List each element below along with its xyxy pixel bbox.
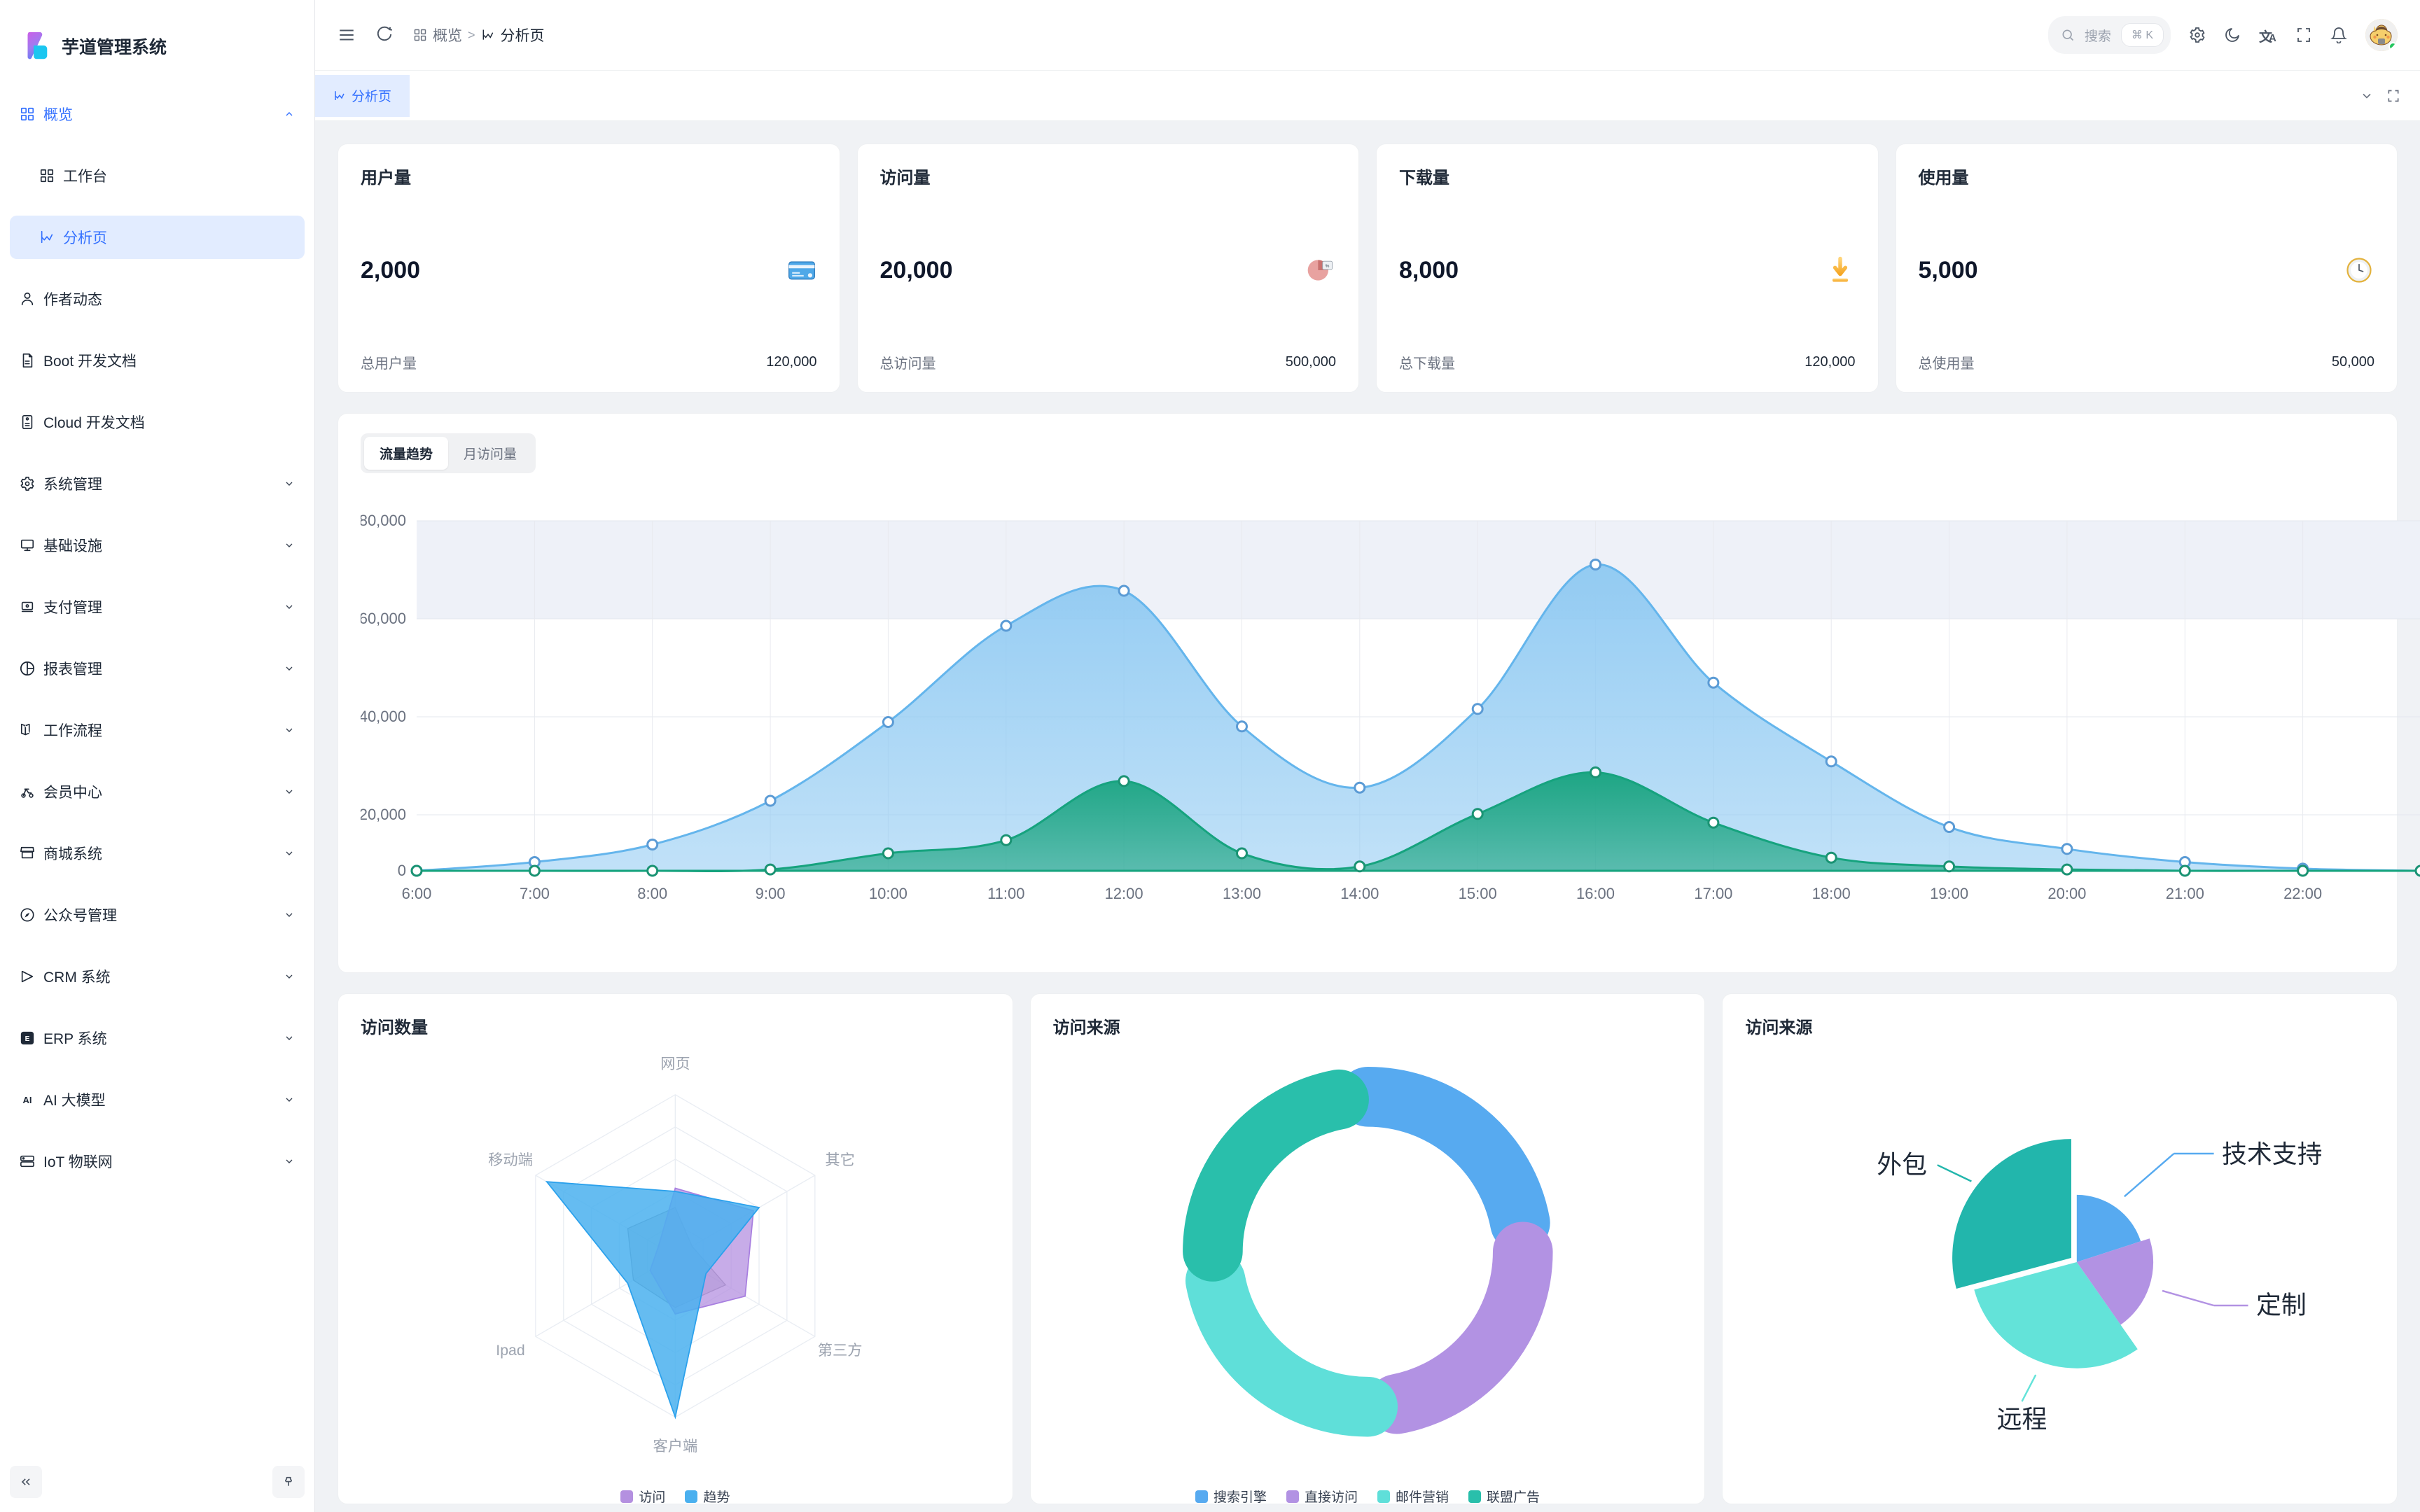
svg-text:Ipad: Ipad (496, 1342, 524, 1359)
svg-text:定制: 定制 (2256, 1291, 2307, 1319)
svg-text:10:00: 10:00 (869, 885, 908, 902)
svg-text:22:00: 22:00 (2283, 885, 2322, 902)
svg-text:40,000: 40,000 (361, 708, 406, 725)
svg-text:15:00: 15:00 (1459, 885, 1497, 902)
svg-text:9:00: 9:00 (756, 885, 786, 902)
svg-text:8:00: 8:00 (637, 885, 667, 902)
svg-text:12:00: 12:00 (1105, 885, 1143, 902)
svg-text:6:00: 6:00 (402, 885, 432, 902)
svg-text:13:00: 13:00 (1223, 885, 1261, 902)
svg-text:客户端: 客户端 (653, 1438, 697, 1455)
svg-text:%: % (1326, 264, 1330, 269)
svg-text:外包: 外包 (1877, 1151, 1928, 1179)
svg-text:11:00: 11:00 (987, 885, 1024, 902)
svg-text:19:00: 19:00 (1930, 885, 1968, 902)
svg-text:技术支持: 技术支持 (2222, 1140, 2323, 1168)
svg-text:17:00: 17:00 (1694, 885, 1732, 902)
svg-text:16:00: 16:00 (1576, 885, 1615, 902)
svg-text:E: E (25, 1035, 30, 1043)
svg-text:7:00: 7:00 (520, 885, 550, 902)
svg-text:0: 0 (398, 862, 406, 879)
svg-text:80,000: 80,000 (361, 512, 406, 529)
svg-text:21:00: 21:00 (2166, 885, 2204, 902)
svg-text:移动端: 移动端 (488, 1152, 533, 1168)
svg-text:网页: 网页 (660, 1056, 690, 1072)
svg-text:其它: 其它 (825, 1152, 855, 1168)
svg-text:18:00: 18:00 (1812, 885, 1851, 902)
svg-text:20:00: 20:00 (2047, 885, 2086, 902)
svg-text:60,000: 60,000 (361, 610, 406, 627)
svg-text:远程: 远程 (1997, 1406, 2047, 1434)
svg-text:14:00: 14:00 (1340, 885, 1379, 902)
svg-text:20,000: 20,000 (361, 806, 406, 823)
svg-text:第三方: 第三方 (818, 1342, 863, 1359)
